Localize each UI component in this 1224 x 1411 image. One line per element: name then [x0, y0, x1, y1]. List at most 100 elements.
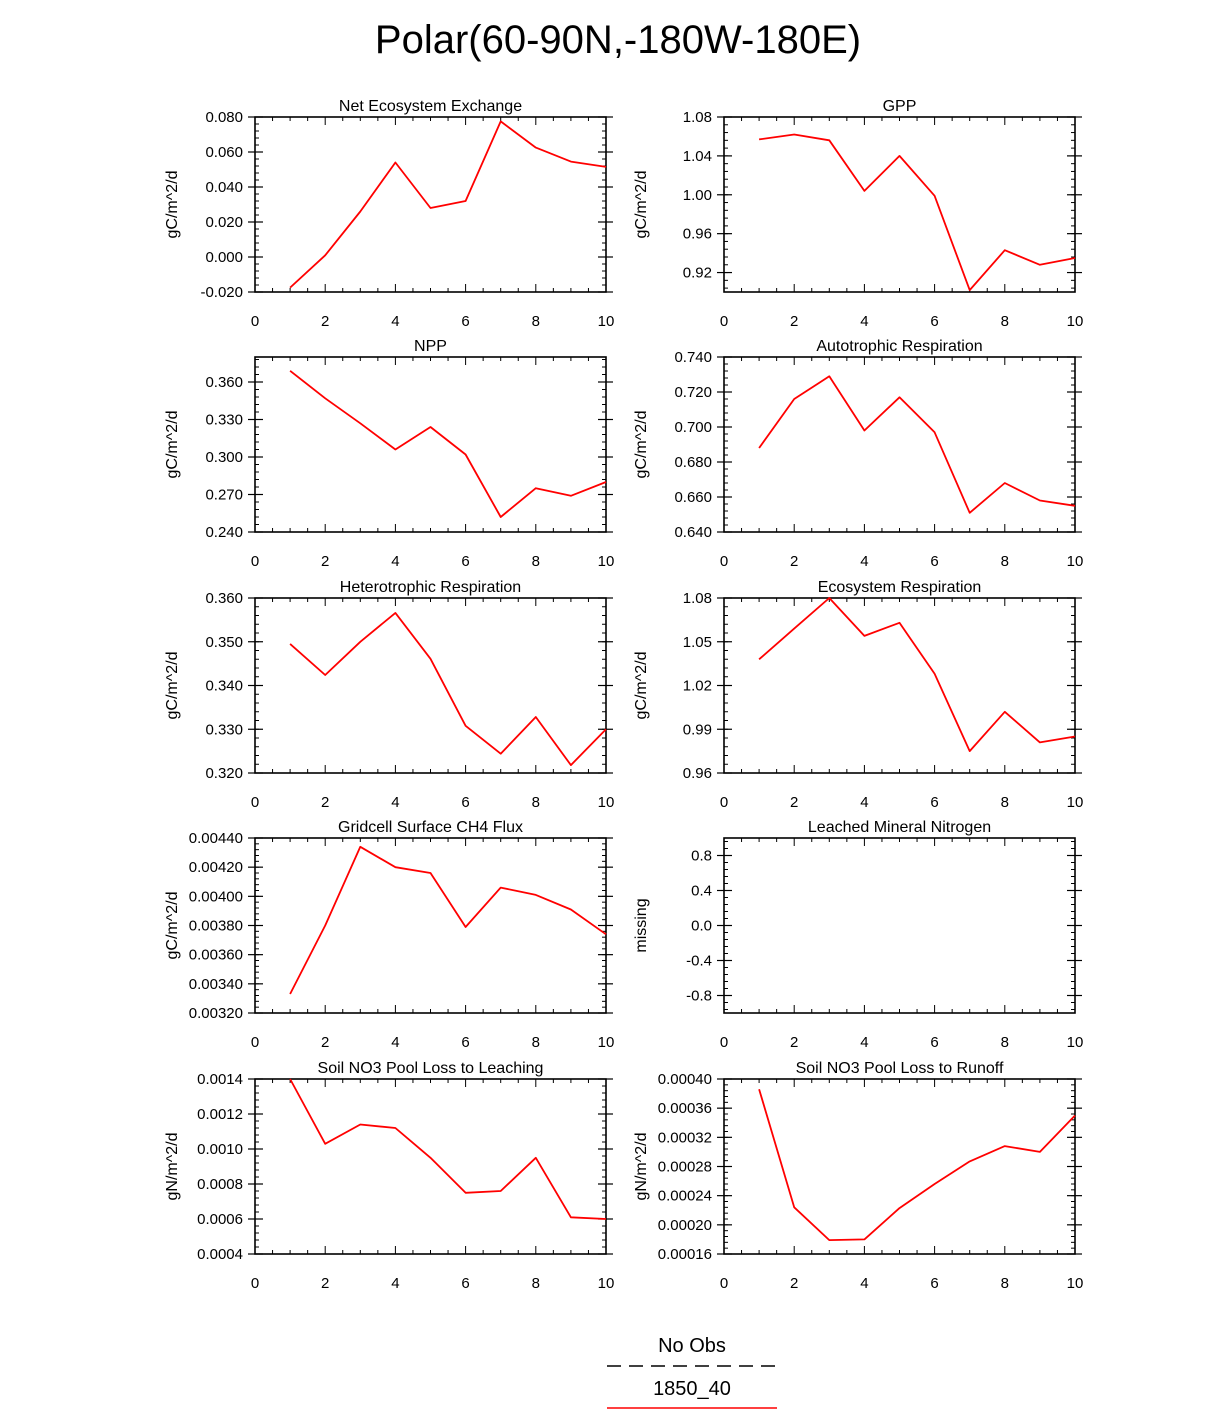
- panel-7-x-tick-label: 2: [321, 1034, 329, 1051]
- panel-5-y-tick-label: 0.320: [205, 765, 243, 782]
- panel-3-x-tick-label: 0: [251, 553, 259, 570]
- panel-4-series-line-1: [758, 375, 1076, 514]
- panel-7-y-tick-label: 0.00340: [189, 976, 243, 993]
- panel-10-y-tick-label: 0.00032: [658, 1129, 712, 1146]
- panel-9-x-tick-label: 4: [391, 1275, 399, 1292]
- panel-4-x-tick-label: 0: [720, 553, 728, 570]
- panel-6-x-tick-label: 8: [1001, 794, 1009, 811]
- panel-1-y-tick-label: 0.060: [205, 144, 243, 161]
- panel-8-x-tick-label: 10: [1067, 1034, 1084, 1051]
- panel-5-y-tick-label: 0.340: [205, 678, 243, 695]
- panel-3-title: NPP: [414, 338, 447, 355]
- panel-3-x-tick-label: 10: [598, 553, 615, 570]
- panel-7-x-tick-label: 8: [532, 1034, 540, 1051]
- panel-4-plot-frame: [723, 356, 1076, 533]
- panel-8-x-tick-label: 4: [860, 1034, 868, 1051]
- panel-4-x-tick-label: 8: [1001, 553, 1009, 570]
- panel-6-x-tick-label: 6: [930, 794, 938, 811]
- panel-10-y-tick-label: 0.00016: [658, 1246, 712, 1263]
- panel-2-x-tick-label: 2: [790, 313, 798, 330]
- panel-2-x-tick-label: 4: [860, 313, 868, 330]
- panel-4-y-tick-label: 0.680: [674, 454, 712, 471]
- panel-8-plot-frame: [723, 837, 1076, 1014]
- panel-6-y-tick-label: 0.99: [683, 721, 712, 738]
- panel-3-x-tick-label: 4: [391, 553, 399, 570]
- panel-6-x-tick-label: 10: [1067, 794, 1084, 811]
- panel-5-x-tick-label: 2: [321, 794, 329, 811]
- panel-9-y-tick-label: 0.0010: [197, 1141, 243, 1158]
- panel-7-y-tick-label: 0.00360: [189, 947, 243, 964]
- panel-9-title: Soil NO3 Pool Loss to Leaching: [318, 1060, 544, 1077]
- panel-7-y-tick-label: 0.00420: [189, 859, 243, 876]
- panel-10-y-tick-label: 0.00028: [658, 1159, 712, 1176]
- panel-5-plot-frame: [254, 597, 607, 774]
- panel-8-x-tick-label: 6: [930, 1034, 938, 1051]
- panel-1-y-tick-label: -0.020: [200, 284, 243, 301]
- panel-2-title: GPP: [883, 98, 917, 115]
- panel-10-y-axis-label: gN/m^2/d: [633, 1133, 650, 1201]
- panel-9-y-axis-label: gN/m^2/d: [164, 1133, 181, 1201]
- panel-6-y-tick-label: 1.05: [683, 634, 712, 651]
- panel-3-y-tick-label: 0.300: [205, 449, 243, 466]
- panel-7-y-tick-label: 0.00440: [189, 830, 243, 847]
- panel-5-x-tick-label: 8: [532, 794, 540, 811]
- panel-8-y-axis-label: missing: [633, 898, 650, 952]
- panel-3-series-line-1: [289, 370, 607, 518]
- panel-6-y-tick-label: 1.02: [683, 678, 712, 695]
- panel-7-x-tick-label: 4: [391, 1034, 399, 1051]
- panel-9-y-tick-label: 0.0006: [197, 1211, 243, 1228]
- panel-7-plot-frame: [254, 837, 607, 1014]
- panel-6-y-tick-label: 0.96: [683, 765, 712, 782]
- panel-10-series-line-1: [758, 1088, 1076, 1241]
- panel-4-x-tick-label: 2: [790, 553, 798, 570]
- panel-1-plot-frame: [254, 116, 607, 293]
- panel-9-series-line-1: [289, 1078, 607, 1220]
- panel-1-y-tick-label: 0.080: [205, 109, 243, 126]
- panel-5-series-line-1: [289, 612, 607, 766]
- panel-2-x-tick-label: 10: [1067, 313, 1084, 330]
- panel-4-x-tick-label: 6: [930, 553, 938, 570]
- panel-10-x-tick-label: 8: [1001, 1275, 1009, 1292]
- panel-7-x-tick-label: 6: [461, 1034, 469, 1051]
- panel-9-x-tick-label: 10: [598, 1275, 615, 1292]
- panel-10-y-tick-label: 0.00040: [658, 1071, 712, 1088]
- panel-6-series-line-1: [758, 597, 1076, 752]
- panel-1-x-tick-label: 10: [598, 313, 615, 330]
- panel-1-x-tick-label: 6: [461, 313, 469, 330]
- panel-5-y-axis-label: gC/m^2/d: [164, 652, 181, 720]
- panel-6-y-tick-label: 1.08: [683, 590, 712, 607]
- panel-4-y-tick-label: 0.740: [674, 349, 712, 366]
- panel-5-x-tick-label: 10: [598, 794, 615, 811]
- panel-7-x-tick-label: 0: [251, 1034, 259, 1051]
- panel-7-series-line-1: [289, 845, 607, 995]
- panel-10-plot-frame: [723, 1078, 1076, 1255]
- panel-9-y-tick-label: 0.0004: [197, 1246, 243, 1263]
- panel-6-x-tick-label: 2: [790, 794, 798, 811]
- panel-3-y-tick-label: 0.240: [205, 524, 243, 541]
- panel-4-y-axis-label: gC/m^2/d: [633, 411, 650, 479]
- panel-10-title: Soil NO3 Pool Loss to Runoff: [796, 1060, 1004, 1077]
- panel-10-x-tick-label: 0: [720, 1275, 728, 1292]
- panel-7-y-tick-label: 0.00380: [189, 918, 243, 935]
- panel-1-y-tick-label: 0.020: [205, 214, 243, 231]
- panel-8-x-tick-label: 8: [1001, 1034, 1009, 1051]
- panel-4-y-tick-label: 0.720: [674, 384, 712, 401]
- panel-2-x-tick-label: 0: [720, 313, 728, 330]
- panel-8-y-tick-label: -0.4: [686, 953, 712, 970]
- panel-5-x-tick-label: 0: [251, 794, 259, 811]
- panel-5-y-tick-label: 0.360: [205, 590, 243, 607]
- panel-9-y-tick-label: 0.0014: [197, 1071, 243, 1088]
- panel-2-x-tick-label: 8: [1001, 313, 1009, 330]
- panel-3-x-tick-label: 6: [461, 553, 469, 570]
- panel-6-title: Ecosystem Respiration: [818, 579, 982, 596]
- panel-8-x-tick-label: 2: [790, 1034, 798, 1051]
- panel-2-y-tick-label: 1.08: [683, 109, 712, 126]
- panel-2-y-tick-label: 1.00: [683, 187, 712, 204]
- panel-9-x-tick-label: 8: [532, 1275, 540, 1292]
- panel-8-y-tick-label: -0.8: [686, 988, 712, 1005]
- panel-8-y-tick-label: 0.4: [691, 883, 712, 900]
- panel-2-plot-frame: [723, 116, 1076, 293]
- panel-9-plot-frame: [254, 1078, 607, 1255]
- panel-1-series-line-1: [289, 120, 607, 289]
